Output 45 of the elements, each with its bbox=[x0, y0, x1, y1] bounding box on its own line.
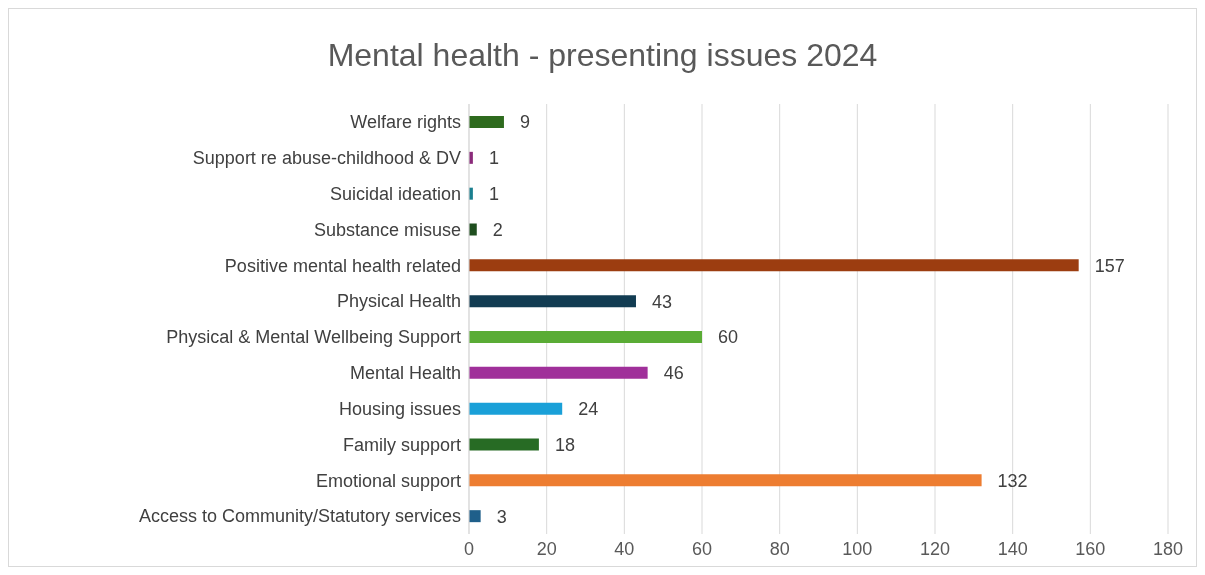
data-label: 1 bbox=[488, 148, 499, 169]
y-tick-label: Positive mental health related bbox=[224, 255, 461, 276]
x-tick-label: 0 bbox=[463, 538, 475, 559]
bar bbox=[469, 223, 477, 236]
y-tick-label: Suicidal ideation bbox=[329, 183, 461, 204]
data-label: 157 bbox=[1094, 255, 1125, 276]
bar bbox=[469, 438, 539, 451]
x-tick-label: 120 bbox=[919, 538, 951, 559]
bar bbox=[469, 116, 504, 128]
y-tick-label: Access to Community/Statutory services bbox=[138, 506, 461, 527]
bar bbox=[469, 259, 1079, 272]
data-label: 9 bbox=[519, 112, 530, 133]
data-label: 24 bbox=[578, 399, 599, 420]
bar bbox=[469, 331, 702, 343]
y-tick-label: Housing issues bbox=[338, 398, 461, 419]
bar bbox=[469, 366, 648, 379]
data-label: 2 bbox=[492, 219, 503, 240]
bar bbox=[469, 474, 982, 487]
x-tick-label: 60 bbox=[691, 538, 713, 559]
y-tick-label: Emotional support bbox=[315, 470, 461, 491]
y-tick-label: Physical Health bbox=[336, 291, 461, 312]
bar bbox=[469, 295, 636, 308]
x-tick-label: 80 bbox=[769, 538, 790, 559]
x-tick-label: 40 bbox=[614, 538, 635, 559]
x-tick-label: 100 bbox=[842, 538, 873, 559]
data-label: 60 bbox=[718, 327, 739, 348]
data-label: 1 bbox=[488, 184, 499, 205]
y-tick-label: Substance misuse bbox=[313, 219, 461, 240]
data-label: 3 bbox=[496, 506, 507, 527]
data-label: 43 bbox=[651, 291, 673, 312]
y-tick-label: Welfare rights bbox=[350, 112, 461, 133]
y-tick-label: Support re abuse-childhood & DV bbox=[192, 148, 461, 169]
chart-title: Mental health - presenting issues 2024 bbox=[326, 36, 879, 75]
y-tick-label: Family support bbox=[342, 434, 461, 455]
bar bbox=[469, 402, 563, 415]
x-tick-label: 160 bbox=[1075, 538, 1106, 559]
x-tick-label: 20 bbox=[536, 538, 557, 559]
y-tick-label: Physical & Mental Wellbeing Support bbox=[166, 327, 461, 348]
y-tick-label: Mental Health bbox=[349, 363, 461, 384]
data-label: 132 bbox=[997, 470, 1028, 491]
x-tick-label: 140 bbox=[997, 538, 1028, 559]
data-label: 46 bbox=[663, 363, 684, 384]
bar bbox=[469, 510, 481, 523]
data-label: 18 bbox=[554, 434, 575, 455]
x-tick-label: 180 bbox=[1152, 538, 1184, 559]
